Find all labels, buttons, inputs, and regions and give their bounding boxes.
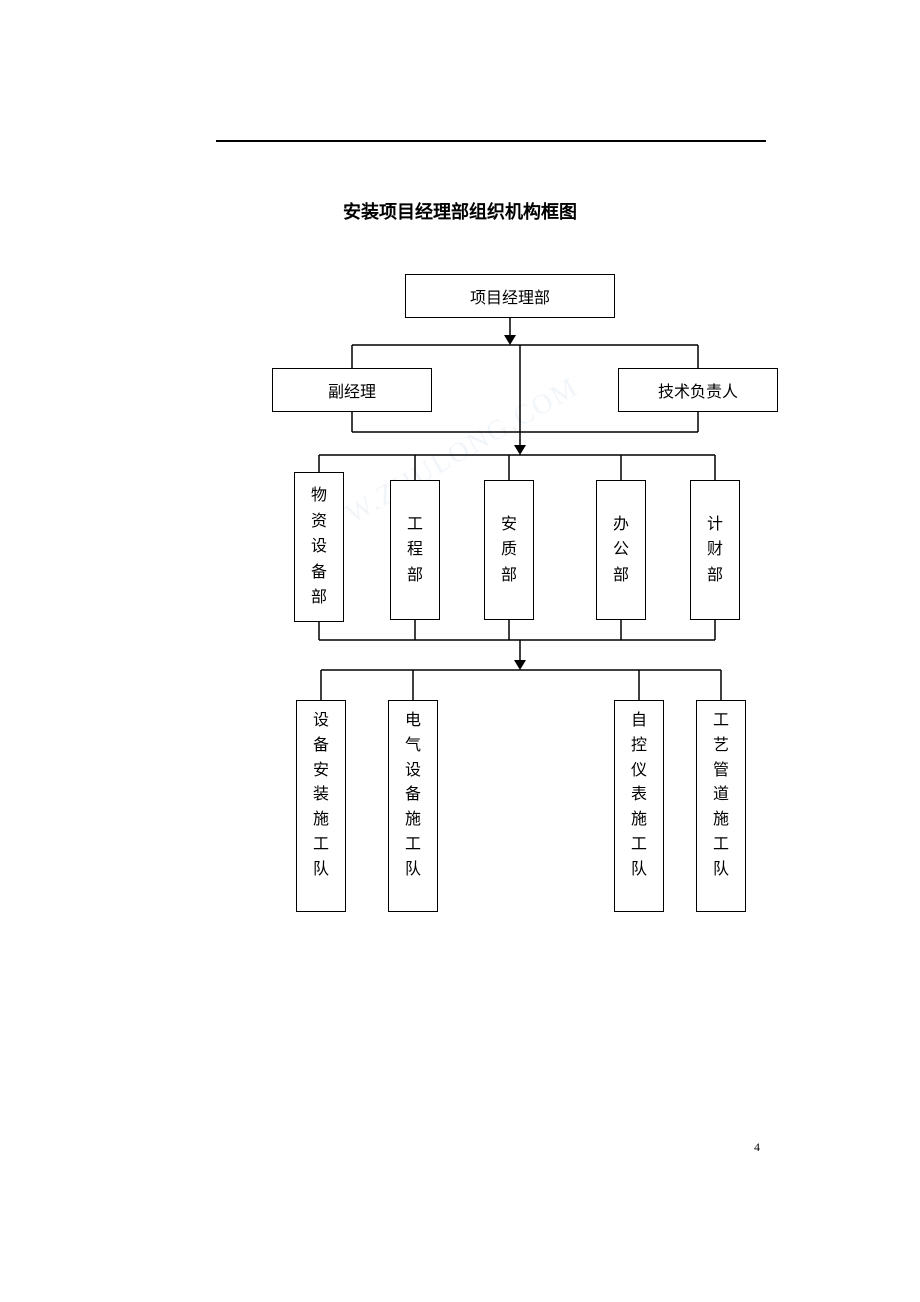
node-team-equipment-install: 设备安装施工队 <box>296 700 346 912</box>
node-deputy-manager: 副经理 <box>272 368 432 412</box>
node-dept-engineering: 工程部 <box>390 480 440 620</box>
node-tech-lead: 技术负责人 <box>618 368 778 412</box>
node-dept-safety-quality: 安质部 <box>484 480 534 620</box>
node-team-instrumentation: 自控仪表施工队 <box>614 700 664 912</box>
node-team-electrical: 电气设备施工队 <box>388 700 438 912</box>
node-dept-office: 办公部 <box>596 480 646 620</box>
node-team-piping: 工艺管道施工队 <box>696 700 746 912</box>
node-dept-finance: 计财部 <box>690 480 740 620</box>
node-dept-materials: 物资设备部 <box>294 472 344 622</box>
node-project-manager-dept: 项目经理部 <box>405 274 615 318</box>
org-chart-connectors <box>0 0 920 1302</box>
page: 安装项目经理部组织机构框图 WWW.ZHULONG.COM 项目经理部 副经理 … <box>0 0 920 1302</box>
page-number: 4 <box>754 1140 760 1155</box>
